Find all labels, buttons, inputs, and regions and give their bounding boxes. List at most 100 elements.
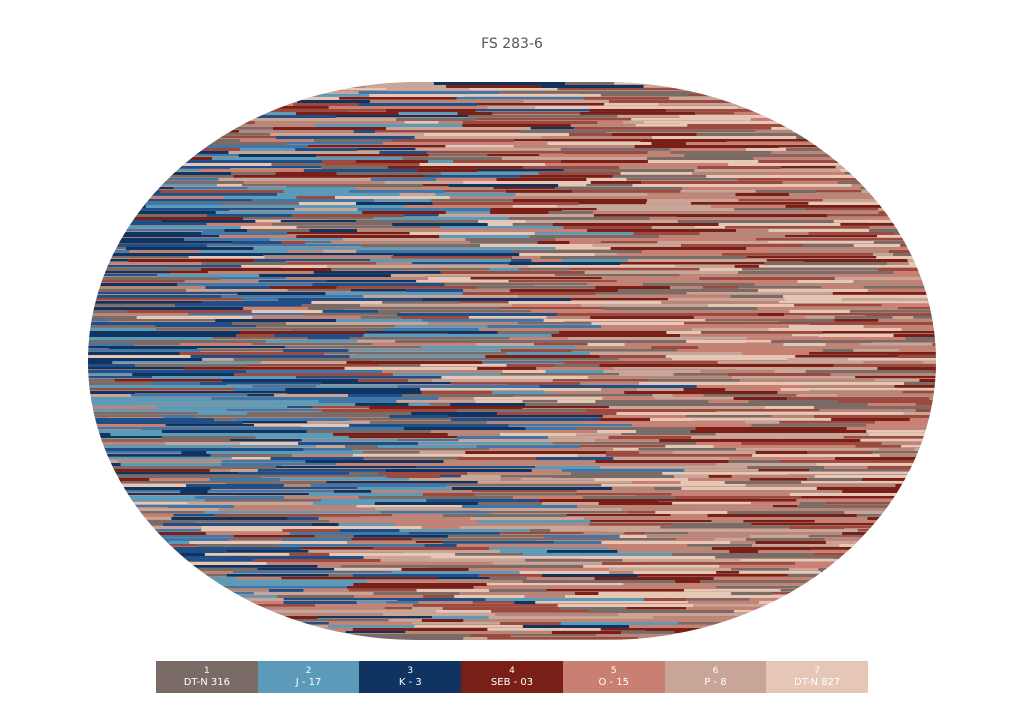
stripe [277,595,355,599]
stripe [425,274,556,277]
stripe [378,364,421,367]
stripe [407,628,488,632]
stripe [88,115,111,118]
stripe [688,532,843,535]
stripe [500,349,572,353]
stripe [595,439,660,442]
stripe [551,334,681,338]
stripe [207,271,314,275]
stripe [420,388,545,391]
stripe [914,448,936,452]
stripe [647,160,759,164]
stripe [907,520,936,523]
stripe [655,511,728,514]
stripe [88,367,185,370]
stripe [757,307,899,310]
stripe [659,235,785,239]
stripe [440,226,564,229]
stripe [331,421,370,424]
rug [88,82,936,640]
stripe [892,565,936,568]
stripe [834,607,936,611]
stripe [88,286,206,290]
stripe [301,304,333,308]
stripe [911,523,936,526]
stripe [287,250,324,253]
stripe [795,355,898,358]
stripe [457,112,493,116]
stripe [627,511,656,514]
stripe [336,286,478,289]
stripe [256,325,396,328]
stripe [233,175,367,178]
stripe [184,112,297,115]
stripe [496,178,587,182]
stripe [605,130,756,133]
stripe [317,616,432,619]
stripe [642,283,755,287]
stripe [810,346,884,350]
stripe [489,448,614,451]
stripe [886,508,936,511]
stripe [543,319,565,323]
stripe [171,517,288,521]
stripe [819,124,936,127]
stripe [617,115,680,118]
stripe [586,238,622,241]
stripe [327,265,421,269]
stripe [592,211,721,214]
stripe [757,313,785,317]
stripe [210,487,358,490]
stripe [315,247,410,250]
stripe [389,415,449,419]
stripe [635,124,688,127]
stripe [687,544,752,547]
stripe [932,202,936,205]
stripe [206,223,272,227]
stripe [425,565,584,569]
stripe [442,514,567,518]
stripe [613,367,736,370]
stripe [577,454,606,457]
stripe [750,502,800,505]
stripe [207,490,334,493]
stripe [333,490,372,493]
stripe [651,226,695,230]
stripe [606,529,731,533]
stripe [326,280,417,283]
stripe [204,499,322,502]
stripe [175,118,262,121]
stripe [113,511,205,514]
stripe [525,220,678,224]
stripe [736,448,879,451]
stripe [771,415,814,419]
stripe [539,154,685,157]
stripe [601,484,746,487]
stripe [647,199,739,203]
stripe [252,433,334,437]
stripe [279,544,425,547]
stripe [427,160,453,164]
stripe [535,466,600,470]
stripe [893,334,936,338]
stripe [352,448,490,451]
stripe [426,151,565,154]
stripe [603,370,701,374]
stripe [677,622,751,625]
stripe [88,121,169,124]
stripe [812,553,936,556]
stripe [646,202,691,205]
stripe [369,94,466,98]
stripe [88,331,241,335]
stripe [638,451,673,454]
stripe [428,154,488,157]
stripe [784,235,878,238]
stripe [510,250,642,254]
swatch-number: 1 [203,666,210,676]
stripe [889,166,936,169]
stripe [734,610,811,613]
stripe [450,418,600,422]
stripe [206,244,362,247]
